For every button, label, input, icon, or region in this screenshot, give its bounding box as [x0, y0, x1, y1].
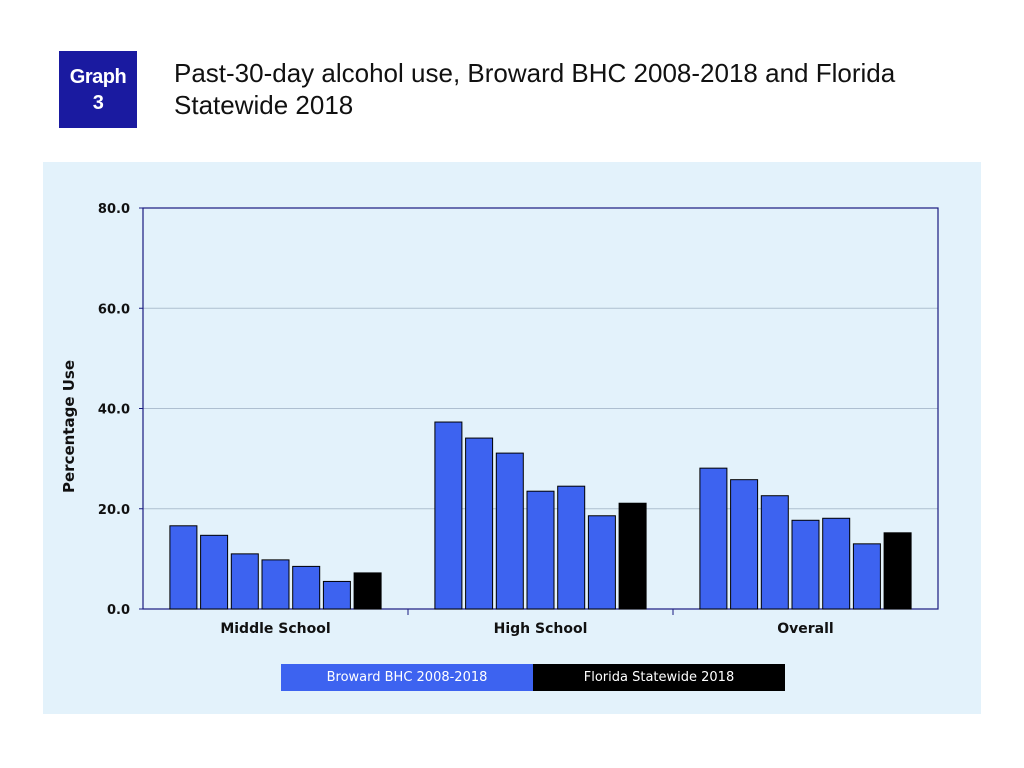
bar-broward: [587, 515, 616, 610]
badge-label: Graph: [69, 65, 127, 88]
chart-panel: [43, 162, 981, 714]
bar-broward: [465, 437, 494, 610]
bar-broward: [526, 490, 555, 610]
bar-broward: [495, 452, 524, 610]
graph-number-badge: Graph 3: [59, 51, 137, 128]
y-tick-label: 80.0: [98, 202, 130, 217]
bar-broward: [261, 559, 290, 610]
bar-broward: [434, 421, 463, 610]
y-axis-label: Percentage Use: [60, 360, 78, 493]
bar-florida: [883, 532, 912, 610]
y-tick-label: 40.0: [98, 403, 130, 418]
legend-item-florida: Florida Statewide 2018: [533, 664, 785, 691]
bar-broward: [322, 580, 351, 610]
bar-broward: [760, 495, 789, 610]
x-category-label: Middle School: [220, 621, 330, 637]
x-category-label: High School: [494, 621, 588, 637]
y-tick-label: 0.0: [107, 603, 130, 618]
bar-broward: [200, 534, 229, 610]
badge-number: 3: [92, 91, 104, 114]
bar-florida: [618, 502, 647, 610]
y-tick-label: 20.0: [98, 503, 130, 518]
bar-broward: [822, 517, 851, 610]
bar-broward: [852, 543, 881, 610]
bar-broward: [169, 525, 198, 610]
bar-broward: [292, 565, 321, 610]
y-tick-label: 60.0: [98, 302, 130, 317]
bar-broward: [730, 479, 759, 610]
page-title: Past-30-day alcohol use, Broward BHC 200…: [174, 58, 896, 120]
x-category-label: Overall: [777, 621, 833, 637]
legend-item-broward: Broward BHC 2008-2018: [281, 664, 533, 691]
bar-broward: [557, 485, 586, 610]
bar-broward: [699, 467, 728, 610]
bar-broward: [230, 553, 259, 610]
bar-broward: [791, 519, 820, 610]
bar-florida: [353, 572, 382, 610]
chart-legend: Broward BHC 2008-2018 Florida Statewide …: [281, 664, 785, 691]
